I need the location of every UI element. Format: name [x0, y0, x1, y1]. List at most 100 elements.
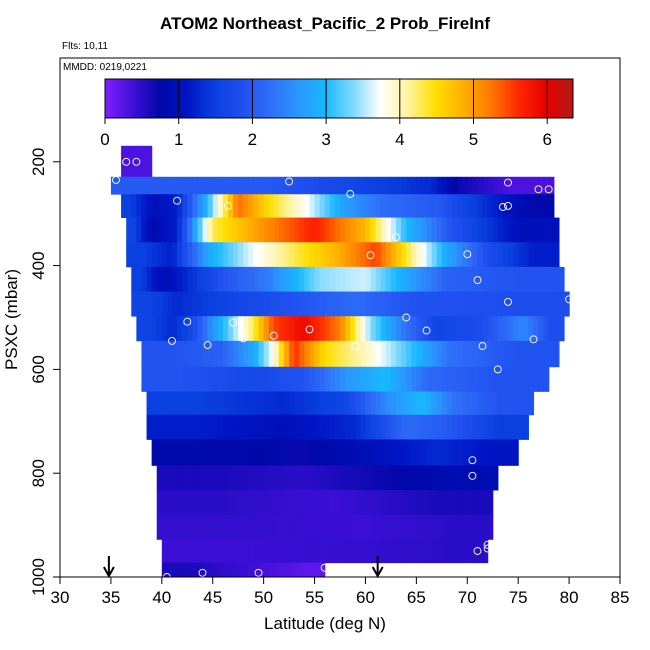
- heat-cell: [151, 439, 158, 466]
- heat-cell: [375, 266, 382, 292]
- heat-cell: [421, 266, 428, 292]
- heat-cell: [441, 391, 448, 416]
- heat-cell: [228, 439, 234, 466]
- arrow-head: [371, 566, 384, 579]
- heat-cell: [248, 217, 255, 243]
- heat-cell: [385, 194, 392, 218]
- heat-cell: [416, 514, 423, 540]
- heat-cell: [289, 414, 295, 440]
- heat-cell: [197, 176, 204, 195]
- heat-cell: [380, 340, 387, 368]
- heat-cell: [289, 242, 295, 268]
- heat-cell: [141, 316, 148, 342]
- heat-cell: [172, 291, 178, 317]
- x-tick-label: 80: [560, 588, 579, 607]
- heat-cell: [207, 217, 214, 243]
- heat-cell: [492, 291, 499, 317]
- heat-cell: [457, 291, 463, 317]
- heat-cell: [207, 194, 214, 218]
- heat-cell: [177, 414, 183, 440]
- heat-cell: [497, 194, 504, 218]
- heat-cell: [172, 439, 178, 466]
- heat-cell: [370, 217, 377, 243]
- heat-cell: [278, 316, 285, 342]
- heat-cell: [360, 176, 367, 195]
- heat-cell: [187, 539, 193, 564]
- heat-cell: [324, 266, 331, 292]
- heat-cell: [340, 490, 346, 516]
- heat-cell: [304, 366, 311, 392]
- heat-cell: [294, 266, 300, 292]
- heat-cell: [141, 217, 148, 243]
- heat-cell: [457, 465, 463, 491]
- heat-cell: [421, 340, 428, 368]
- heat-cell: [533, 266, 540, 292]
- heat-cell: [263, 316, 270, 342]
- heat-cell: [416, 176, 423, 195]
- heat-cell: [396, 391, 402, 416]
- heat-cell: [436, 291, 443, 317]
- heat-cell: [467, 439, 473, 466]
- heat-cell: [340, 316, 346, 342]
- heat-cell: [482, 217, 489, 243]
- heat-cell: [284, 316, 290, 342]
- heat-cell: [523, 242, 529, 268]
- heat-cell: [299, 391, 305, 416]
- heat-cell: [406, 539, 412, 564]
- heat-cell: [289, 291, 295, 317]
- heat-cell: [187, 465, 193, 491]
- heat-cell: [304, 266, 311, 292]
- heat-cell: [141, 176, 148, 195]
- heat-cell: [212, 514, 219, 540]
- heat-cell: [390, 266, 397, 292]
- heat-cell: [492, 414, 499, 440]
- heat-cell: [355, 194, 361, 218]
- heat-cell: [406, 316, 412, 342]
- heat-cell: [238, 217, 244, 243]
- heat-cell: [177, 562, 183, 578]
- heat-cell: [233, 391, 239, 416]
- heat-cell: [141, 366, 148, 392]
- heat-cell: [212, 340, 219, 368]
- heat-cell: [436, 242, 443, 268]
- heat-cell: [233, 176, 239, 195]
- heat-cell: [396, 490, 402, 516]
- data-point: [473, 276, 482, 285]
- heat-cell: [319, 414, 326, 440]
- heat-cell: [314, 194, 321, 218]
- heat-cell: [187, 391, 193, 416]
- heat-cell: [426, 539, 433, 564]
- heat-cell: [477, 217, 484, 243]
- heat-cell: [396, 176, 402, 195]
- data-point: [493, 365, 502, 374]
- heat-cell: [482, 391, 489, 416]
- heat-cell: [334, 266, 341, 292]
- heat-cell: [309, 465, 316, 491]
- heat-cell: [278, 465, 285, 491]
- heat-cell: [441, 490, 448, 516]
- data-point: [483, 540, 492, 549]
- heat-cell: [497, 291, 504, 317]
- heat-cell: [436, 490, 443, 516]
- heat-cell: [289, 514, 295, 540]
- heat-cell: [141, 291, 148, 317]
- heat-cell: [462, 490, 468, 516]
- heat-cell: [436, 539, 443, 564]
- heat-cell: [462, 366, 468, 392]
- heat-cell: [528, 217, 535, 243]
- heat-cell: [533, 242, 540, 268]
- heat-cell: [253, 366, 260, 392]
- heat-cell: [309, 391, 316, 416]
- data-point: [112, 160, 120, 169]
- heat-cell: [299, 217, 305, 243]
- heat-cell: [304, 414, 311, 440]
- heat-cell: [172, 316, 178, 342]
- heat-cell: [177, 176, 183, 195]
- heat-cell: [385, 465, 392, 491]
- heat-cell: [207, 316, 214, 342]
- heat-cell: [273, 414, 280, 440]
- heat-cell: [502, 366, 509, 392]
- heat-cell: [182, 514, 188, 540]
- heat-cell: [446, 414, 453, 440]
- heat-cell: [396, 539, 402, 564]
